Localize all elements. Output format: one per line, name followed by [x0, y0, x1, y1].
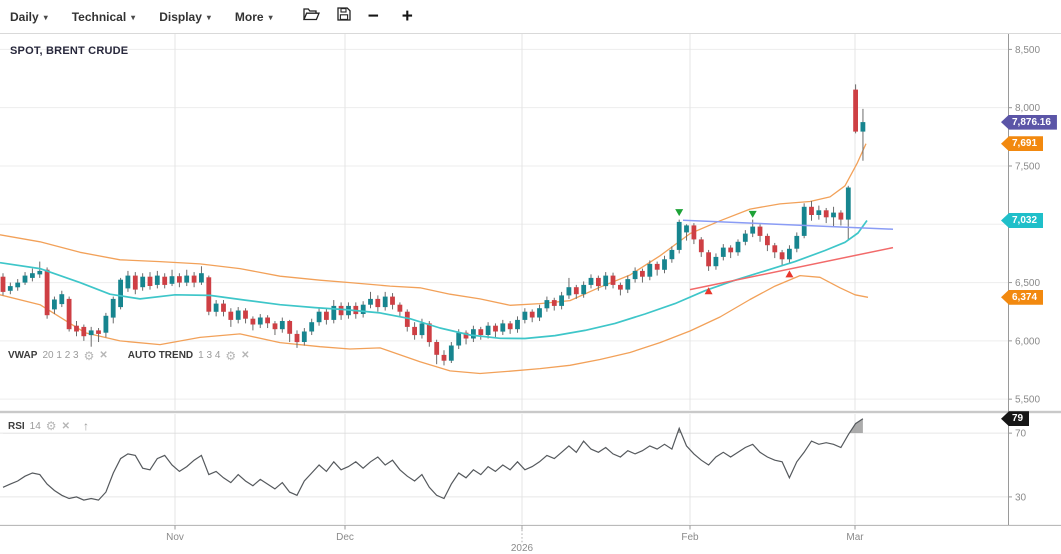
menu-display-label: Display [159, 9, 202, 24]
vwap-line [0, 220, 868, 340]
rsi-axis-label: 30 [1015, 492, 1027, 503]
auto-trend-remove-icon[interactable]: ✕ [241, 350, 250, 361]
buy-signal-triangle-icon [704, 287, 713, 295]
plus-icon: + [401, 5, 413, 27]
price-axis-label: 6,000 [1015, 336, 1040, 347]
candlestick-layer [0, 84, 894, 375]
overlay-indicator-legend: VWAP 20 1 2 3 ⚙ ✕ AUTO TREND 1 3 4 ⚙ ✕ [8, 348, 250, 363]
price-badge: 7,691 [1001, 136, 1044, 152]
rsi-line [2, 418, 864, 501]
rsi-overbought-fill [3, 418, 863, 434]
rsi-remove-icon[interactable]: ✕ [61, 420, 70, 432]
vwap-params: 20 1 2 3 [42, 350, 79, 361]
menu-display[interactable]: Display ▾ [159, 10, 211, 24]
rsi-label: RSI [8, 420, 25, 432]
zoom-out-button[interactable]: − [367, 5, 379, 27]
time-axis-label: Nov [166, 532, 184, 543]
rsi-axis-label: 70 [1015, 429, 1027, 440]
buy-signal-triangle-icon [785, 270, 794, 278]
price-axis-label: 6,500 [1015, 278, 1040, 289]
menu-technical[interactable]: Technical ▾ [72, 10, 135, 24]
menu-daily-label: Daily [10, 9, 39, 24]
save-layout-button[interactable] [336, 7, 351, 26]
auto-trend-settings-gear-icon[interactable]: ⚙ [225, 348, 237, 363]
price-badge: 6,374 [1001, 289, 1044, 305]
price-axis-label: 8,000 [1015, 103, 1040, 114]
price-badge: 7,876.16 [1001, 114, 1057, 130]
price-badge: 7,032 [1001, 213, 1044, 229]
menu-technical-label: Technical [71, 9, 127, 24]
price-axis-label: 8,500 [1015, 45, 1040, 56]
time-axis-label: Mar [846, 532, 864, 543]
auto-trend-label: AUTO TREND [127, 350, 194, 361]
chevron-down-icon: ▾ [43, 13, 48, 22]
price-axis-label: 7,500 [1015, 161, 1040, 172]
vwap-settings-gear-icon[interactable]: ⚙ [83, 348, 95, 363]
chevron-down-icon: ▾ [206, 13, 211, 22]
lower-band-line [0, 274, 869, 375]
zoom-in-button[interactable]: + [401, 5, 413, 27]
rsi-settings-gear-icon[interactable]: ⚙ [45, 419, 57, 433]
sell-signal-triangle-icon [748, 210, 757, 218]
save-icon [336, 7, 351, 26]
rsi-indicator-legend: RSI 14 ⚙ ✕ ↑ [8, 419, 89, 433]
time-axis-label: Dec [336, 532, 354, 543]
auto-trend-params: 1 3 4 [198, 350, 221, 361]
symbol-title: SPOT, BRENT CRUDE [10, 45, 129, 57]
menu-more-label: More [234, 9, 264, 24]
minus-icon: − [367, 5, 379, 27]
open-layout-button[interactable] [302, 7, 320, 26]
time-axis-label: Feb [681, 532, 699, 543]
menu-more[interactable]: More ▾ [235, 10, 273, 24]
sell-signal-triangle-icon [675, 209, 684, 217]
year-axis-label: 2026 [511, 543, 534, 554]
price-axis-label: 5,500 [1015, 395, 1040, 406]
auto-trend-line-upper [682, 219, 894, 230]
chevron-down-icon: ▾ [268, 13, 273, 22]
arrow-up-icon[interactable]: ↑ [82, 419, 89, 433]
vwap-label: VWAP [8, 350, 38, 361]
menu-timeframe-daily[interactable]: Daily ▾ [10, 10, 48, 24]
rsi-value-badge: 79 [1001, 411, 1030, 427]
rsi-params: 14 [29, 420, 41, 432]
upper-band-line [0, 143, 867, 306]
toolbar: Daily ▾ Technical ▾ Display ▾ More ▾ − [0, 0, 1061, 33]
auto-trend-line-lower [689, 246, 894, 291]
open-folder-icon [302, 7, 320, 26]
chevron-down-icon: ▾ [131, 13, 136, 22]
panel-divider [0, 410, 1061, 414]
vwap-remove-icon[interactable]: ✕ [99, 350, 108, 361]
